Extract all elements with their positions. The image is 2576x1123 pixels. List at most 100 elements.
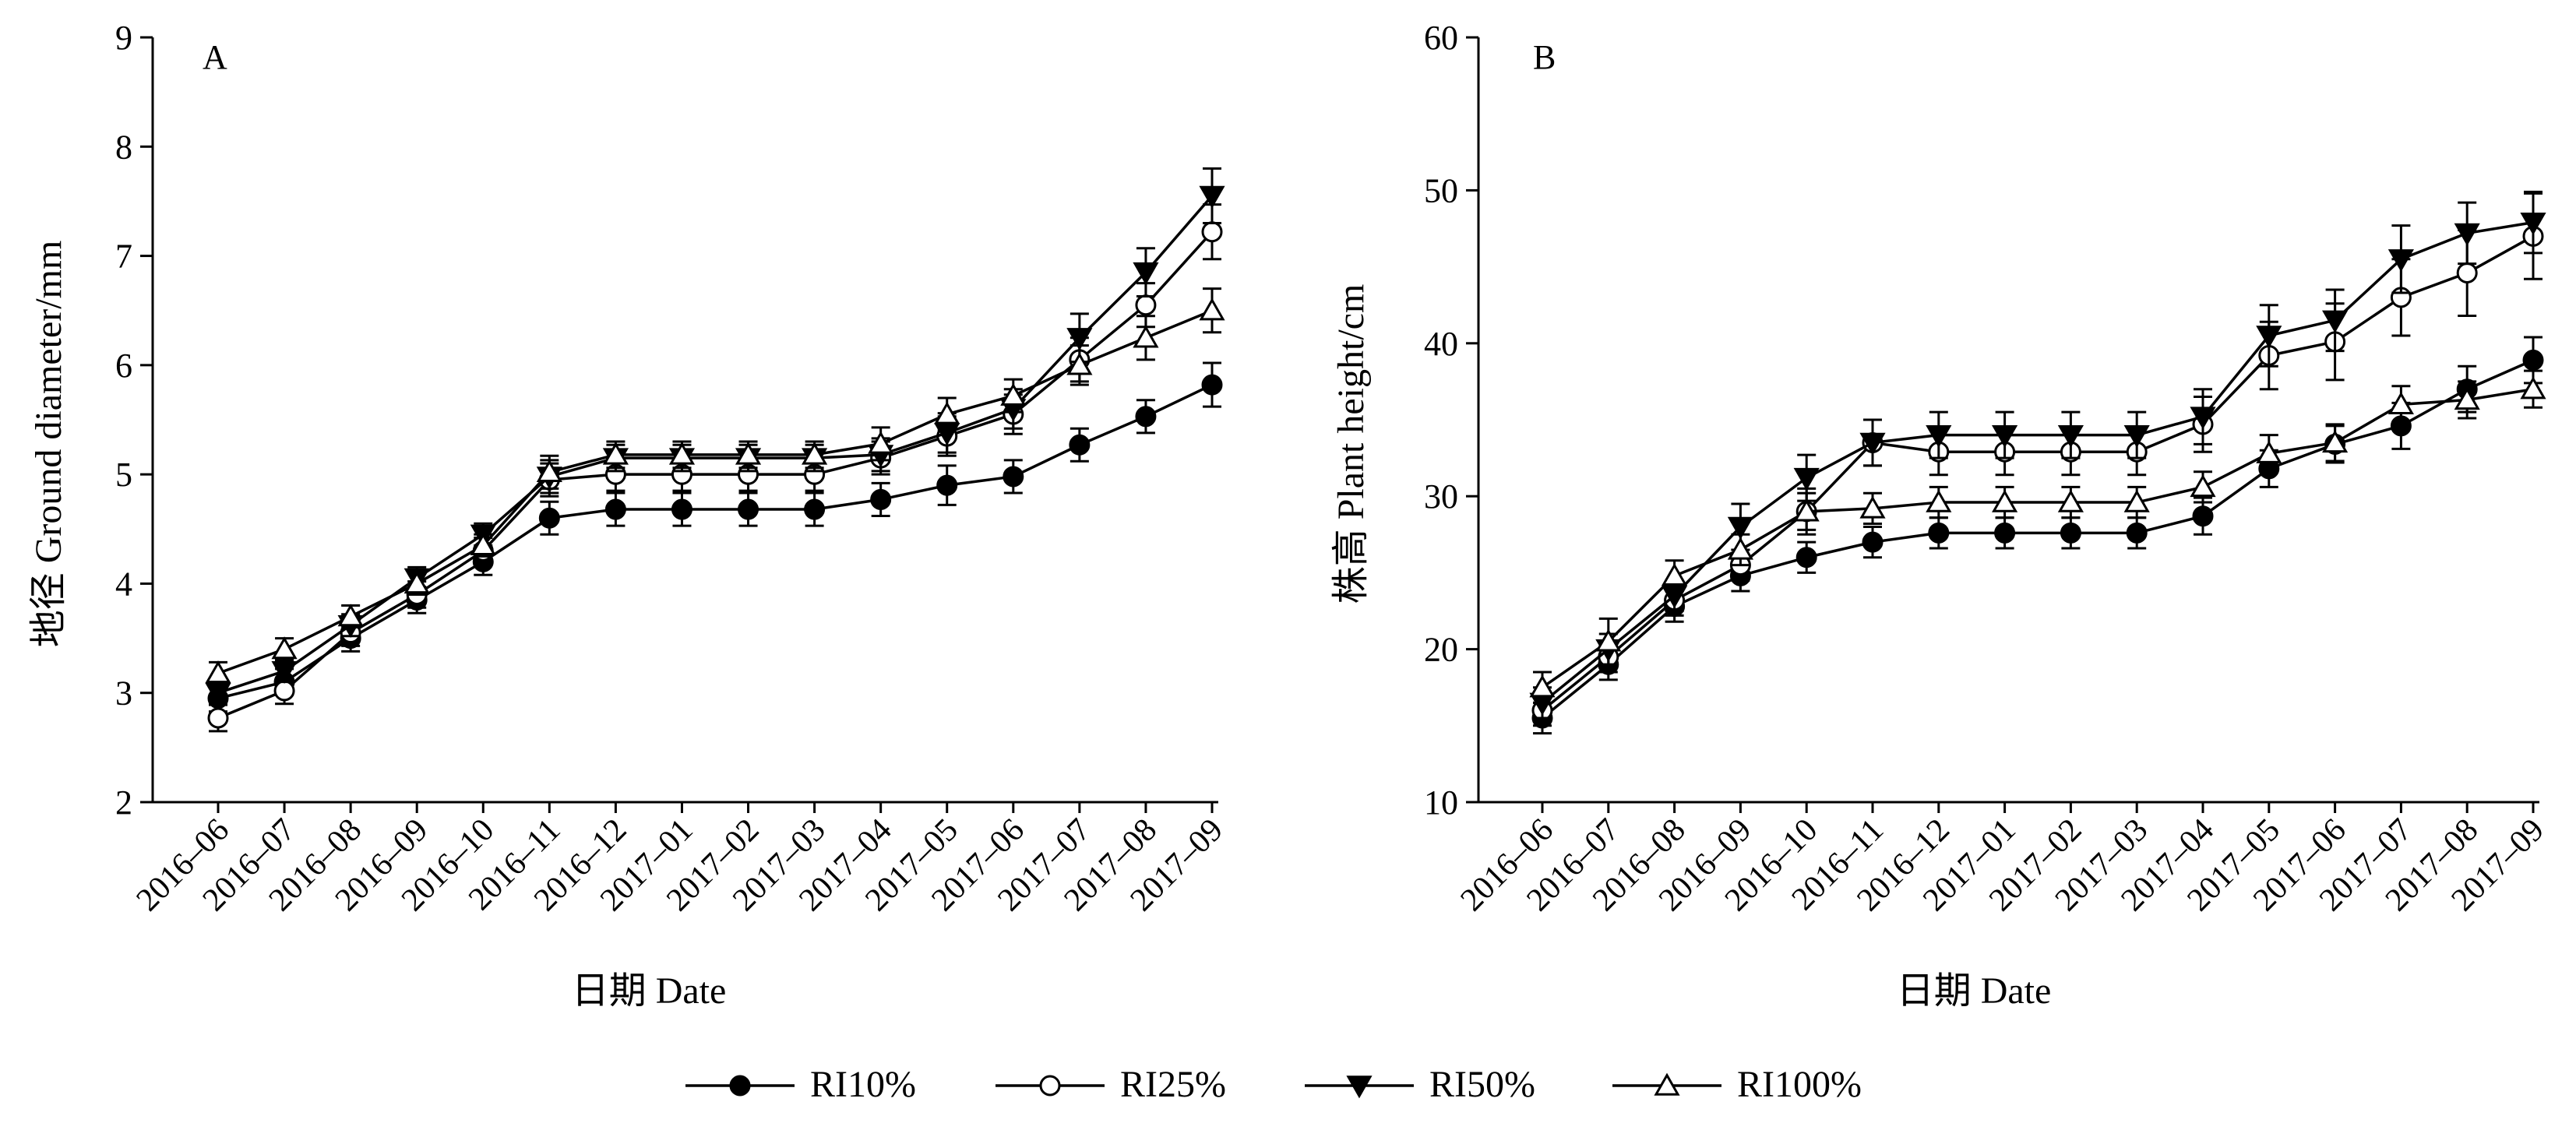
panel-a-series-ri50pct-point	[1199, 185, 1225, 209]
panel-a-y-tick-label: 6	[115, 347, 132, 385]
panel-a-label: A	[203, 38, 227, 76]
panel-b-series-ri10pct-point	[2192, 505, 2214, 527]
panel-a-series-ri10pct	[207, 361, 1223, 713]
panel-a-series-ri25pct-point	[207, 707, 229, 729]
panel-a-y-tick-label: 2	[115, 783, 132, 822]
panel-b-series-ri100pct-point	[1992, 489, 2018, 512]
panel-b-series-ri10pct-point	[1994, 522, 2016, 544]
panel-a-series-ri100pct-point	[271, 636, 298, 660]
panel-b-y-tick-label: 40	[1424, 325, 1458, 363]
panel-a-y-axis-title: 地径 Ground diameter/mm	[28, 241, 69, 648]
panel-b-series-ri100pct-point	[2190, 474, 2216, 498]
panel-a-series-ri100pct-point	[470, 533, 496, 556]
panel-b-series-ri100pct-point	[2256, 440, 2282, 463]
panel-a-series-ri25pct-line	[217, 231, 1214, 720]
panel-b-series-ri50pct-point	[2256, 326, 2282, 349]
panel-a-series-ri100pct-point	[868, 431, 894, 454]
panel-a-ground-diameter-chart: A 日期 Date 地径 Ground diameter/mm 2 3 4 5 6 7 8 9…	[28, 19, 1230, 1012]
panel-a-y-tick-label: 3	[115, 674, 132, 713]
panel-a-series-ri100pct-point	[1199, 297, 1225, 321]
legend: RI10% RI25% RI50% RI100%	[685, 1064, 1862, 1105]
panel-a-series-ri10pct-point	[1069, 434, 1091, 456]
legend-label-ri10: RI10%	[810, 1064, 916, 1105]
panel-a-series-ri50pct-point	[1133, 262, 1159, 285]
panel-b-series-ri25pct-line	[1541, 234, 2534, 712]
panel-b-series-ri50pct-point	[2387, 249, 2414, 273]
panel-b-series-ri10pct-point	[2522, 349, 2544, 371]
panel-b-series-ri50pct-point	[2123, 424, 2150, 448]
panel-a-series-ri100pct-point	[1000, 382, 1027, 406]
panel-a-series-ri100pct-line	[217, 309, 1213, 675]
panel-a-series-ri10pct-point	[604, 498, 626, 520]
panel-b-series-ri25pct	[1531, 192, 2544, 727]
panel-a-series-ri50pct-point	[1066, 328, 1093, 351]
panel-a-series-ri10pct-line	[217, 383, 1213, 700]
panel-b-series-ri50pct-point	[2322, 310, 2349, 333]
panel-b-series-ri50pct-point	[2520, 212, 2546, 235]
legend-symbol-ri50pct-marker	[1346, 1075, 1373, 1099]
panel-b-series-ri100pct-point	[2123, 489, 2150, 512]
panel-b-series-ri100pct-point	[1595, 628, 1622, 652]
legend-label-ri25: RI25%	[1120, 1064, 1226, 1105]
panel-a-series-ri50pct-point	[271, 660, 298, 684]
panel-b-series-ri100pct-point	[2454, 387, 2480, 410]
panel-a-series-ri100pct-point	[602, 442, 629, 465]
panel-b-y-axis-title: 株高 Plant height/cm	[1330, 284, 1372, 604]
panel-b-series-ri50pct-point	[2454, 223, 2480, 246]
panel-b-series-ri50pct-point	[1859, 432, 1886, 456]
panel-b-series-ri100pct	[1529, 369, 2546, 704]
legend-label-ri50: RI50%	[1429, 1064, 1535, 1105]
legend-label-ri100: RI100%	[1737, 1064, 1862, 1105]
panel-a-y-tick-label: 9	[115, 19, 132, 57]
panel-b-series-ri10pct-point	[2060, 522, 2081, 544]
panel-a-y-tick-label: 4	[115, 565, 132, 603]
panel-b-y-tick-label: 20	[1424, 631, 1458, 669]
panel-b-y-tick-label: 50	[1424, 171, 1458, 209]
panel-b-series-ri50pct-point	[1727, 516, 1753, 540]
panel-b-series-ri50pct-line	[1541, 220, 2534, 704]
panel-a-series-ri10pct-point	[671, 498, 692, 520]
panel-b-series-ri50pct-point	[2057, 424, 2084, 448]
panel-b-y-tick-label: 10	[1424, 783, 1458, 822]
panel-a-series-ri100pct-point	[802, 442, 828, 465]
panel-b-series-ri50pct-point	[1926, 424, 1952, 448]
panel-a-series-ri100pct-point	[1133, 325, 1159, 348]
panel-b-series-ri10pct-line	[1541, 358, 2534, 720]
panel-b-y-tick-label: 30	[1424, 477, 1458, 516]
panel-a-series-ri25pct	[207, 203, 1223, 733]
panel-b-series-ri10pct	[1531, 336, 2544, 735]
panel-b-series-ri100pct-point	[1793, 498, 1820, 522]
panel-b-series-ri100pct-point	[1859, 495, 1886, 519]
panel-a-y-tick-label: 7	[115, 238, 132, 276]
panel-b-plant-height-chart: B 日期 Date 株高 Plant height/cm 10 20 30 40 50 6…	[1330, 19, 2551, 1012]
panel-b-series-ri100pct-point	[2322, 430, 2349, 453]
panel-a-series-ri100pct-point	[934, 401, 960, 424]
panel-b-series-ri10pct-point	[2126, 522, 2148, 544]
panel-b-series-ri100pct-point	[1662, 563, 1688, 586]
panel-a-series-ri10pct-point	[936, 474, 958, 496]
panel-a-series-ri25pct-point	[1135, 294, 1157, 316]
panel-b-series-ri100pct-point	[2057, 489, 2084, 512]
panel-b-series-ri100pct-line	[1542, 387, 2534, 689]
panel-b-series-ri10pct-point	[1928, 522, 1950, 544]
panel-a-series-ri100pct-point	[403, 571, 430, 594]
panel-a-x-axis-title: 日期 Date	[572, 970, 727, 1012]
panel-a-series-ri10pct-point	[1201, 374, 1223, 396]
panel-b-series-ri50pct-point	[2190, 407, 2216, 430]
legend-symbol-ri25pct-marker	[1039, 1075, 1061, 1097]
panel-b-x-axis-title: 日期 Date	[1897, 970, 2052, 1012]
panel-b-series-ri100pct-point	[2520, 376, 2546, 400]
panel-b-series-ri25pct-point	[2456, 262, 2478, 283]
panel-b-label: B	[1533, 38, 1556, 76]
panel-a-series-ri10pct-point	[870, 488, 892, 510]
panel-a-series-ri50pct-line	[217, 195, 1214, 695]
legend-symbol-ri10pct-marker	[729, 1075, 751, 1097]
panel-a-series-ri10pct-point	[1135, 406, 1157, 428]
panel-a-series-ri100pct-point	[668, 442, 696, 465]
panel-b-series-ri50pct	[1529, 190, 2546, 720]
panel-a-series-ri100pct-point	[205, 660, 231, 684]
panel-a-series-ri100pct-point	[735, 442, 762, 465]
panel-b-series-ri50pct-point	[1992, 424, 2018, 448]
panel-a-series-ri10pct-point	[1003, 466, 1024, 488]
panel-b-series-ri10pct-point	[1862, 531, 1884, 553]
